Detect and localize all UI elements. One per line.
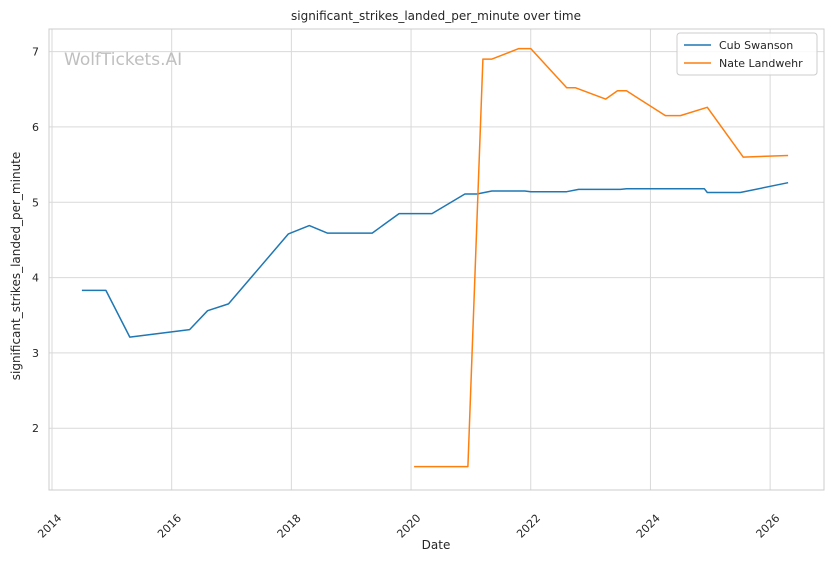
grid xyxy=(49,29,824,490)
y-tick-label: 2 xyxy=(32,422,39,435)
y-tick-label: 3 xyxy=(32,347,39,360)
legend-label: Cub Swanson xyxy=(719,39,793,52)
plot-frame xyxy=(48,28,825,491)
watermark-text: WolfTickets.AI xyxy=(64,50,182,70)
y-tick-label: 7 xyxy=(32,46,39,59)
y-tick-labels: 2 3 4 5 6 7 xyxy=(32,46,39,436)
x-tick-label: 2016 xyxy=(155,512,184,541)
x-tick-labels: 2014 2016 2018 2020 2022 2024 2026 xyxy=(35,512,782,541)
x-tick-label: 2026 xyxy=(754,512,783,541)
x-tick-label: 2020 xyxy=(394,512,423,541)
x-tick-label: 2022 xyxy=(514,512,543,541)
series-line xyxy=(81,181,789,338)
series-lines xyxy=(81,47,789,468)
legend: Cub Swanson Nate Landwehr xyxy=(676,32,818,76)
y-tick-label: 4 xyxy=(32,272,39,285)
x-tick-label: 2014 xyxy=(35,512,64,541)
x-tick-label: 2018 xyxy=(275,512,304,541)
x-tick-label: 2024 xyxy=(634,512,663,541)
y-tick-label: 5 xyxy=(32,196,39,209)
series-line xyxy=(414,47,789,468)
y-axis-label: significant_strikes_landed_per_minute xyxy=(9,152,23,381)
legend-box xyxy=(676,32,818,76)
x-axis-label: Date xyxy=(422,538,451,552)
y-tick-label: 6 xyxy=(32,121,39,134)
chart-title: significant_strikes_landed_per_minute ov… xyxy=(291,9,581,23)
legend-label: Nate Landwehr xyxy=(719,57,803,70)
